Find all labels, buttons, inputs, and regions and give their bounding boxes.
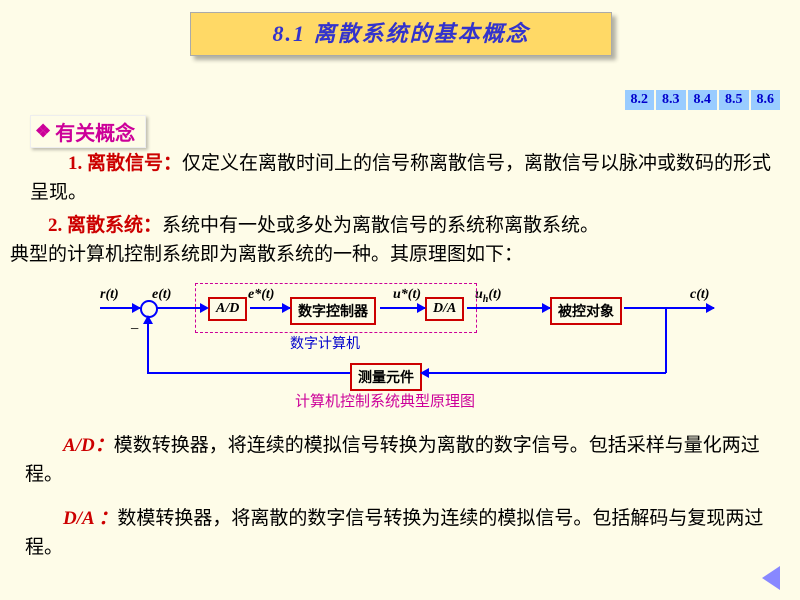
signal-c: c(t) (690, 287, 709, 303)
caption-computer: 数字计算机 (290, 333, 360, 353)
nav-link-8-2[interactable]: 8.2 (625, 90, 655, 110)
para-3-label: A/D： (63, 435, 114, 456)
para-3-text: 模数转换器，将连续的模拟信号转换为离散的数字信号。包括采样与量化两过程。 (25, 435, 760, 485)
para-3: A/D：模数转换器，将连续的模拟信号转换为离散的数字信号。包括采样与量化两过程。 (25, 432, 785, 489)
block-plant: 被控对象 (550, 297, 622, 325)
para-1: 1. 离散信号：仅定义在离散时间上的信号称离散信号，离散信号以脉冲或数码的形式呈… (30, 150, 790, 207)
nav-link-8-3[interactable]: 8.3 (656, 90, 686, 110)
signal-uh: uh(t) (475, 287, 502, 305)
signal-r: r(t) (100, 287, 119, 303)
minus-sign: − (130, 321, 139, 339)
para-2-label: 2. 离散系统： (48, 215, 162, 236)
block-da: D/A (425, 297, 464, 321)
block-controller: 数字控制器 (290, 297, 376, 325)
prev-page-icon[interactable] (762, 566, 780, 590)
para-2: 2. 离散系统：系统中有一处或多处为离散信号的系统称离散系统。 典型的计算机控制… (10, 212, 795, 269)
signal-e: e(t) (152, 287, 171, 303)
control-diagram: r(t) e(t) e*(t) u*(t) uh(t) c(t) A/D 数字控… (100, 275, 750, 405)
para-2-text-1: 系统中有一处或多处为离散信号的系统称离散系统。 (162, 215, 599, 236)
para-1-label: 1. 离散信号： (68, 153, 182, 174)
block-sensor: 测量元件 (350, 363, 422, 391)
caption-main: 计算机控制系统典型原理图 (295, 390, 475, 411)
para-4: D/A ：数模转换器，将离散的数字信号转换为连续的模拟信号。包括解码与复现两过程… (25, 505, 775, 562)
diamond-icon: ❖ (35, 121, 51, 142)
section-header-text: 有关概念 (55, 117, 135, 146)
nav-link-8-6[interactable]: 8.6 (751, 90, 781, 110)
title-banner: 8.1 离散系统的基本概念 (190, 12, 612, 56)
nav-link-8-5[interactable]: 8.5 (719, 90, 749, 110)
nav-links: 8.2 8.3 8.4 8.5 8.6 (625, 90, 781, 110)
section-header: ❖ 有关概念 (30, 115, 146, 148)
para-4-text: 数模转换器，将离散的数字信号转换为连续的模拟信号。包括解码与复现两过程。 (25, 508, 763, 558)
para-2-text-2: 典型的计算机控制系统即为离散系统的一种。其原理图如下： (10, 244, 523, 265)
block-ad: A/D (208, 297, 247, 321)
para-4-label: D/A ： (63, 508, 117, 529)
nav-link-8-4[interactable]: 8.4 (688, 90, 718, 110)
